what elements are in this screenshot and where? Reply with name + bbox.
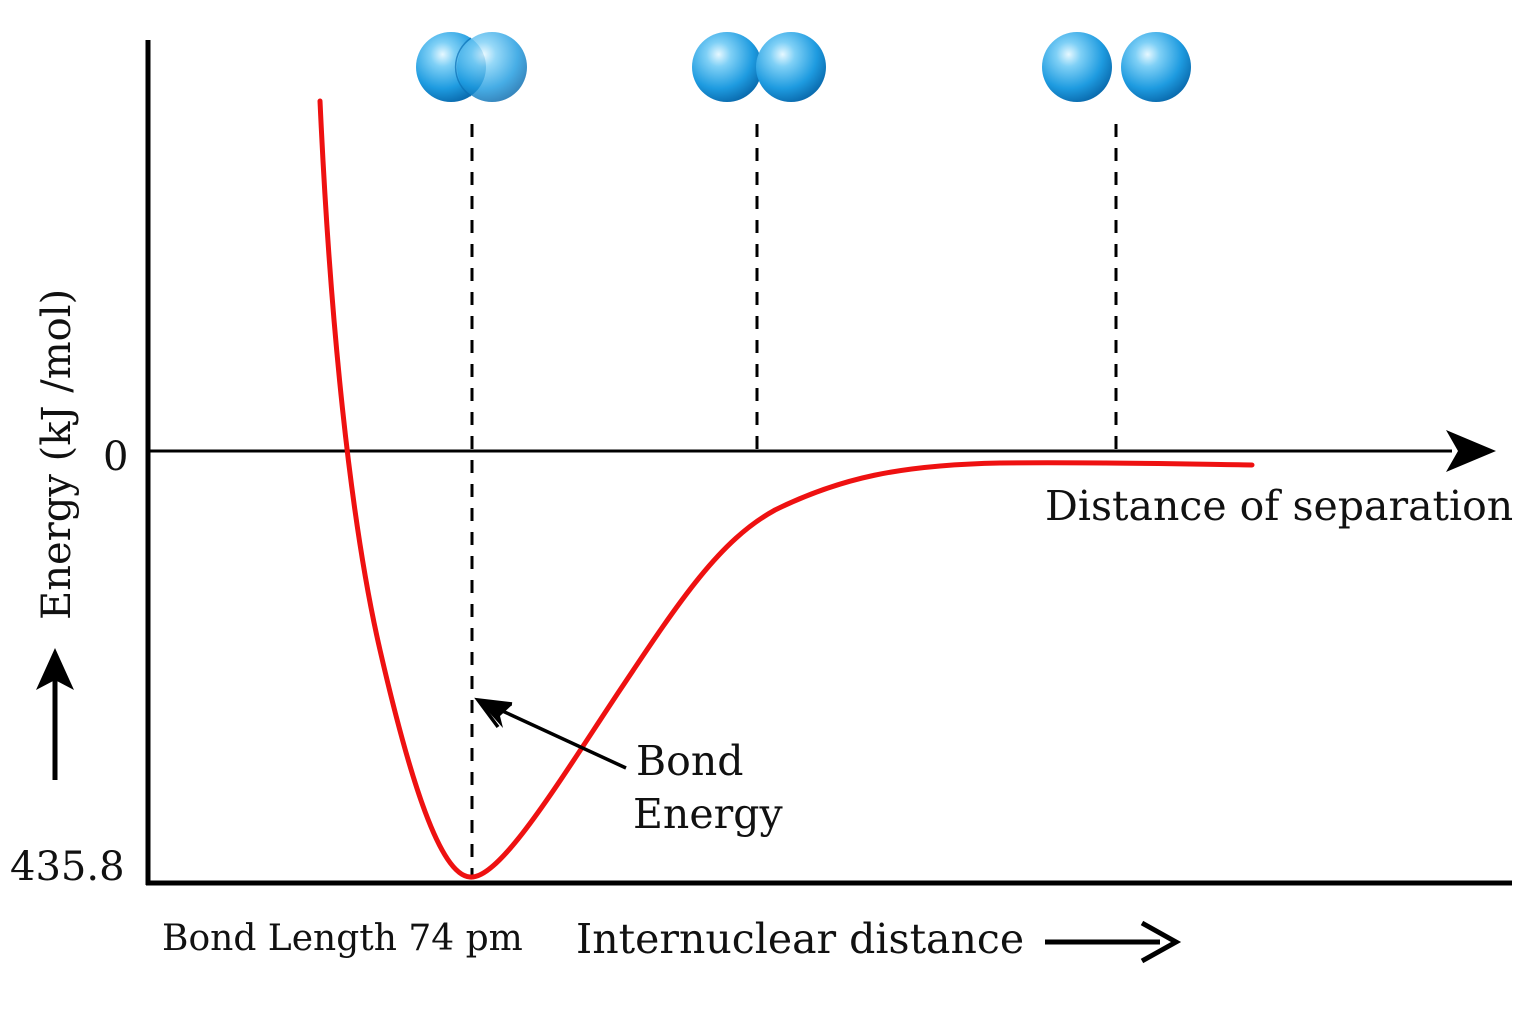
overlap-outline	[454, 37, 472, 97]
zero-line-arrowhead	[1446, 430, 1496, 472]
potential-energy-curve	[317, 98, 1255, 880]
bond-energy-pointer-head-lines	[474, 697, 513, 729]
min-energy-tick-label: 435.8	[10, 844, 125, 890]
bond-energy-pointer	[495, 706, 627, 770]
x-axis-label: Internuclear distance	[576, 915, 1024, 963]
bond-energy-label-line1: Bond	[636, 737, 743, 785]
molecule-touching	[692, 32, 826, 102]
atom-right	[756, 32, 826, 102]
y-axis-arrowhead	[36, 648, 74, 690]
atom-left	[692, 32, 762, 102]
atom-right	[1121, 32, 1191, 102]
zero-tick-label: 0	[103, 434, 128, 480]
atom-right	[457, 32, 527, 102]
molecule-overlapping	[416, 32, 527, 102]
molecule-separated	[1042, 32, 1191, 102]
bond-length-label: Bond Length 74 pm	[162, 918, 523, 959]
distance-of-separation-label: Distance of separation	[1045, 482, 1513, 530]
atom-left	[1042, 32, 1112, 102]
bond-energy-label-line2: Energy	[633, 790, 783, 838]
bond-energy-pointer-head	[478, 700, 512, 728]
x-axis-arrowhead	[1140, 920, 1182, 964]
y-axis-label: Energy (kJ /mol)	[34, 289, 80, 620]
